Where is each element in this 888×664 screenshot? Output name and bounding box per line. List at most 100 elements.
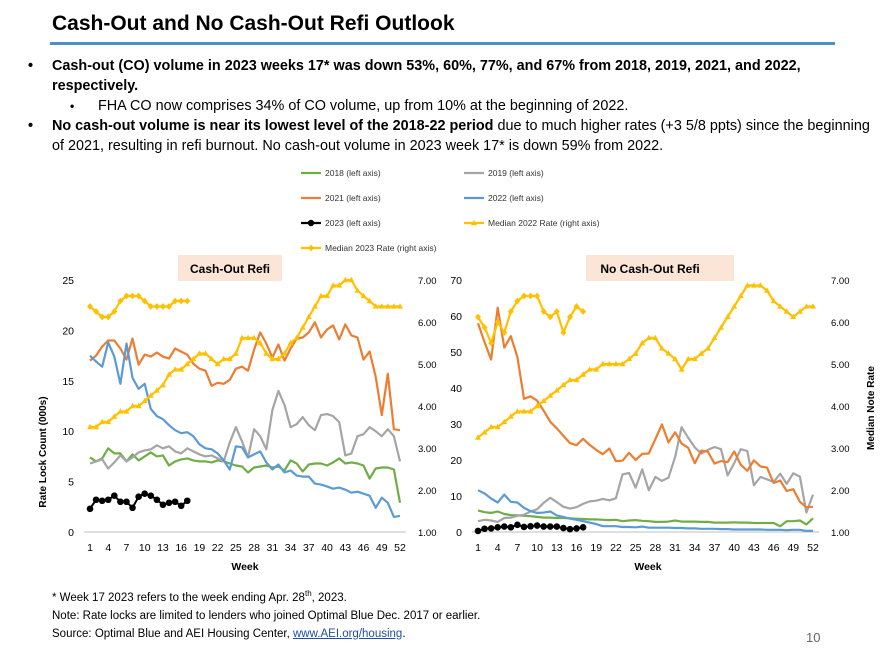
x-tick-label: 40 [728,542,740,554]
data-point [87,423,93,430]
x-tick-label: 25 [230,542,242,554]
data-point [507,524,515,531]
data-point [330,282,337,288]
data-point [92,496,100,504]
data-point [105,418,112,425]
data-point [159,381,166,388]
data-point [147,303,154,310]
y-tick-label: 60 [450,311,462,323]
data-point [783,308,790,314]
data-point [724,313,731,320]
legend-item: 2022 (left axis) [464,193,544,203]
bullet-2: • No cash-out volume is near its lowest … [28,116,878,156]
data-point [87,303,93,310]
data-point [514,521,521,529]
data-point [632,350,639,356]
data-point [481,324,488,331]
data-point [566,376,573,383]
data-point [172,366,179,372]
series-line [476,306,814,509]
x-tick-label: 10 [139,542,151,554]
y2-tick-label: 4.00 [831,402,850,413]
data-point [540,523,547,530]
y-tick-label: 70 [450,275,462,287]
title-divider [50,42,835,45]
footnote-week17-text: * Week 17 2023 refers to the week ending… [52,591,305,604]
data-point [507,413,514,419]
x-tick-label: 49 [376,542,388,554]
data-point [135,402,142,409]
x-tick-label: 31 [669,542,681,554]
bullet-1: • Cash-out (CO) volume in 2023 weeks 17*… [28,56,878,96]
x-tick-label: 40 [321,542,333,554]
x-tick-label: 43 [339,542,351,554]
footnote-source-text: Source: Optimal Blue and AEI Housing Cen… [52,627,293,640]
legend-item: Median 2022 Rate (right axis) [464,218,600,228]
data-point [147,492,155,500]
data-point [566,525,574,533]
legend-marker [471,219,477,226]
x-tick-label: 37 [303,542,315,554]
data-point [129,402,136,409]
chart-title: Cash-Out Refi [190,262,270,276]
data-point [384,303,391,309]
data-point [750,282,757,288]
bullet-list: • Cash-out (CO) volume in 2023 weeks 17*… [28,56,878,156]
x-tick-label: 13 [157,542,169,554]
data-point [527,522,534,530]
data-point [534,402,541,409]
x-tick-label: 52 [807,542,819,554]
data-point [366,297,373,304]
data-point [757,282,764,288]
footnote-week17: * Week 17 2023 refers to the week ending… [52,585,480,607]
y-axis-title-right: Median Note Rate [866,366,877,450]
y2-tick-label: 2.00 [831,486,850,497]
x-tick-label: 22 [212,542,224,554]
legend-label: 2022 (left axis) [488,193,544,203]
y-tick-label: 50 [450,347,462,359]
data-point [153,387,160,393]
x-tick-label: 31 [267,542,279,554]
data-point [251,334,258,341]
chart-title-box [178,255,282,281]
footnote-week17-sup: th [304,589,312,598]
data-point [141,490,149,497]
data-point [501,418,508,425]
bullet-2-text: due to much higher rates (+3 5/8 ppts) s… [52,118,870,154]
data-point [117,498,124,506]
data-point [678,366,685,372]
x-tick-label: 7 [124,542,130,554]
data-point [573,303,580,310]
data-point [305,313,312,320]
y2-tick-label: 2.00 [418,486,437,497]
footnote-source-end: . [402,627,406,640]
data-point [790,313,797,320]
data-point [117,408,124,414]
data-point [263,350,270,356]
y-tick-label: 30 [450,419,462,431]
bullet-1-sub: • FHA CO now comprises 34% of CO volume,… [28,96,878,116]
y2-tick-label: 6.00 [831,318,850,329]
x-tick-label: 28 [248,542,260,554]
data-point [579,524,587,531]
data-point [99,418,106,425]
x-tick-label: 16 [571,542,583,554]
data-point [135,493,142,501]
data-point [652,334,659,341]
data-point [226,355,233,362]
x-tick-label: 7 [514,542,520,554]
bullet-glyph: • [28,58,34,74]
data-point [214,360,221,367]
y-tick-label: 0 [68,527,74,539]
source-link[interactable]: www.AEI.org/housing [293,627,403,640]
data-point [372,303,379,309]
series-line [477,294,584,345]
y-tick-label: 20 [62,325,74,337]
data-point [672,355,679,362]
data-point [540,397,547,404]
series-line [89,341,401,518]
data-point [171,498,179,506]
bullet-2-bold-text: No cash-out volume is near its lowest le… [52,118,494,134]
data-point [665,350,672,356]
y2-tick-label: 1.00 [831,528,850,539]
